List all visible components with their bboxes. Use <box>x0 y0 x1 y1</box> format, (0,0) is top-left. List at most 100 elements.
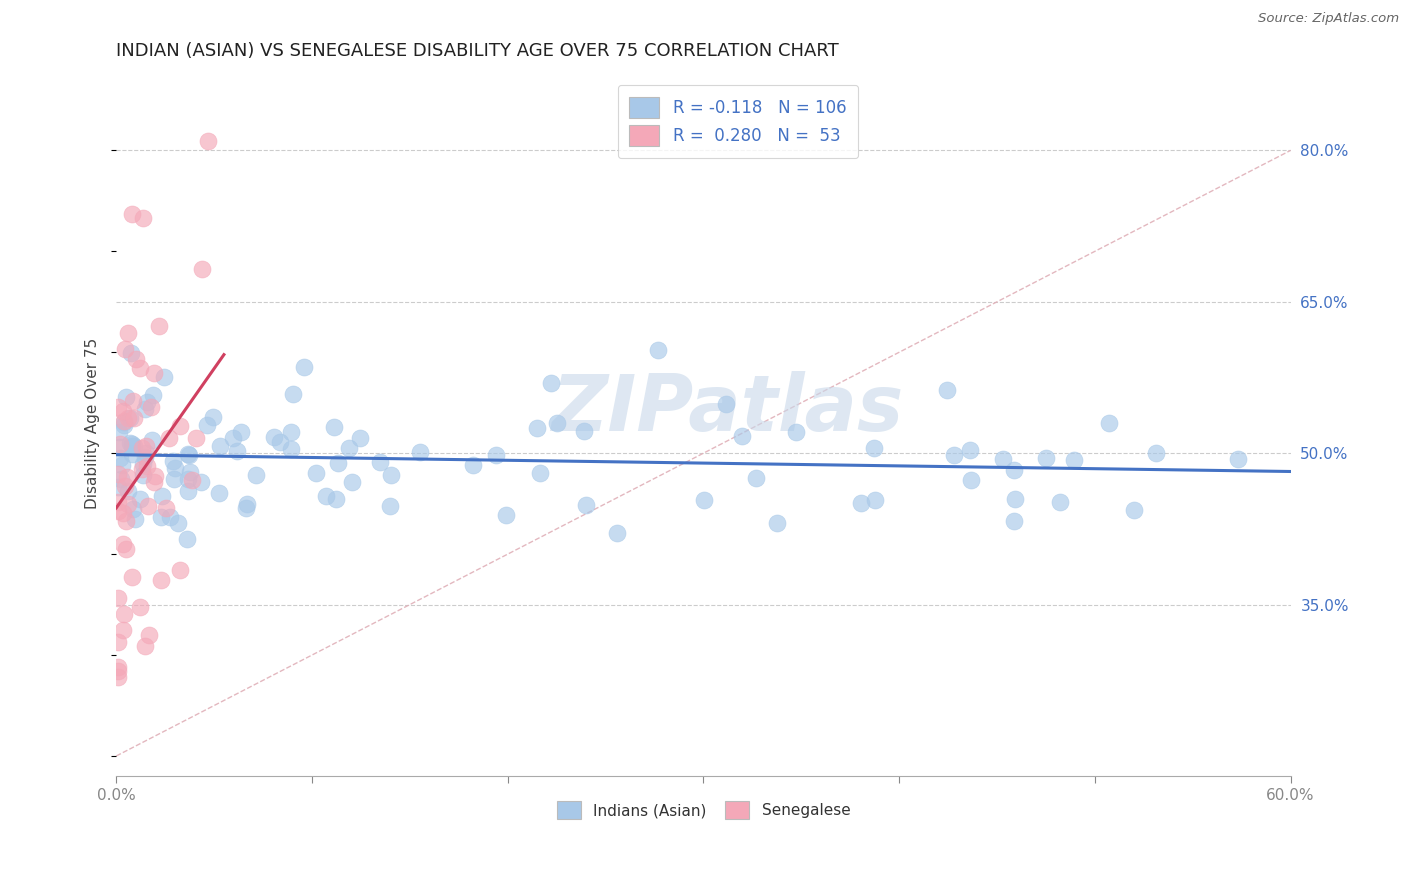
Point <box>149 573 172 587</box>
Point <box>208 485 231 500</box>
Point <box>148 319 170 334</box>
Point <box>176 483 198 498</box>
Point <box>315 489 337 503</box>
Point <box>107 479 129 493</box>
Point <box>1002 514 1025 528</box>
Point <box>108 450 131 465</box>
Point <box>121 207 143 221</box>
Point <box>128 361 150 376</box>
Point <box>110 472 132 486</box>
Point <box>269 434 291 449</box>
Point <box>1123 503 1146 517</box>
Point <box>766 516 789 530</box>
Point <box>163 460 186 475</box>
Point <box>195 417 218 432</box>
Point <box>121 447 143 461</box>
Point <box>108 440 131 454</box>
Point <box>136 499 159 513</box>
Point <box>201 410 224 425</box>
Point <box>149 510 172 524</box>
Point <box>159 510 181 524</box>
Text: INDIAN (ASIAN) VS SENEGALESE DISABILITY AGE OVER 75 CORRELATION CHART: INDIAN (ASIAN) VS SENEGALESE DISABILITY … <box>117 42 839 60</box>
Point <box>115 514 138 528</box>
Point <box>280 442 302 456</box>
Point <box>157 431 180 445</box>
Point <box>128 491 150 506</box>
Point <box>167 516 190 531</box>
Point <box>380 467 402 482</box>
Point <box>574 424 596 438</box>
Point <box>112 536 135 550</box>
Point <box>138 628 160 642</box>
Point <box>1144 445 1167 459</box>
Point <box>115 391 138 405</box>
Point <box>280 425 302 439</box>
Point <box>110 458 132 472</box>
Point <box>107 591 129 605</box>
Point <box>340 475 363 490</box>
Point <box>107 664 129 678</box>
Point <box>122 439 145 453</box>
Point <box>117 483 139 498</box>
Point <box>112 414 135 428</box>
Point <box>176 532 198 546</box>
Point <box>121 570 143 584</box>
Point <box>1098 416 1121 430</box>
Point <box>745 471 768 485</box>
Point <box>122 394 145 409</box>
Point <box>107 670 129 684</box>
Point <box>120 345 142 359</box>
Point <box>235 497 257 511</box>
Point <box>993 451 1015 466</box>
Point <box>693 493 716 508</box>
Point <box>328 457 350 471</box>
Point <box>132 211 155 226</box>
Point <box>409 444 432 458</box>
Point <box>197 134 219 148</box>
Point <box>107 634 129 648</box>
Point <box>153 370 176 384</box>
Point <box>526 421 548 435</box>
Point <box>225 444 247 458</box>
Point <box>107 467 129 481</box>
Point <box>368 455 391 469</box>
Point <box>281 386 304 401</box>
Point <box>155 500 177 515</box>
Point <box>112 415 135 429</box>
Point <box>112 506 135 520</box>
Point <box>337 441 360 455</box>
Point <box>115 470 138 484</box>
Point <box>132 467 155 482</box>
Point <box>134 401 156 416</box>
Point <box>141 433 163 447</box>
Point <box>222 432 245 446</box>
Point <box>245 468 267 483</box>
Point <box>134 446 156 460</box>
Point <box>208 439 231 453</box>
Point <box>960 473 983 487</box>
Point <box>107 400 129 414</box>
Y-axis label: Disability Age Over 75: Disability Age Over 75 <box>86 337 100 508</box>
Point <box>349 431 371 445</box>
Point <box>112 607 135 621</box>
Point <box>136 394 159 409</box>
Point <box>229 425 252 439</box>
Point <box>575 498 598 512</box>
Point <box>142 366 165 380</box>
Point <box>1002 463 1025 477</box>
Point <box>107 504 129 518</box>
Point <box>529 466 551 480</box>
Point <box>107 494 129 508</box>
Point <box>132 457 155 471</box>
Point <box>169 563 191 577</box>
Point <box>125 352 148 367</box>
Point <box>936 384 959 398</box>
Point <box>1049 494 1071 508</box>
Point <box>546 416 568 430</box>
Point <box>184 431 207 445</box>
Point <box>647 343 669 357</box>
Point <box>114 342 136 356</box>
Point <box>117 326 139 340</box>
Point <box>378 499 401 513</box>
Point <box>177 447 200 461</box>
